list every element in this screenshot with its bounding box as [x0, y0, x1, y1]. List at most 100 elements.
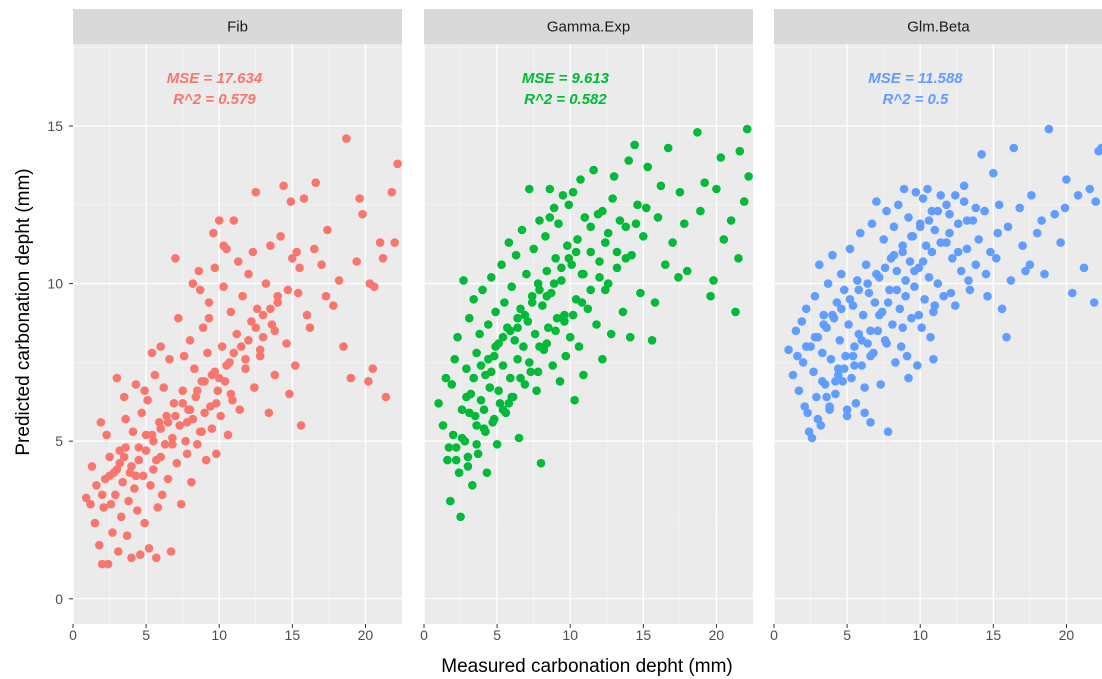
- data-point: [580, 213, 590, 222]
- data-point: [149, 465, 158, 474]
- data-point: [292, 247, 302, 257]
- data-point: [631, 219, 641, 228]
- data-point: [674, 273, 683, 282]
- data-point: [248, 247, 258, 257]
- data-point: [818, 377, 827, 386]
- data-point: [302, 310, 312, 320]
- data-point: [261, 279, 271, 288]
- data-point: [1032, 228, 1042, 238]
- data-point: [498, 361, 508, 370]
- data-point: [873, 326, 883, 336]
- data-point: [513, 323, 522, 333]
- data-point: [214, 373, 224, 383]
- data-point: [114, 547, 123, 556]
- data-point: [560, 310, 569, 320]
- data-point: [441, 373, 451, 383]
- data-point: [986, 247, 995, 257]
- data-point: [112, 373, 122, 383]
- data-point: [576, 175, 585, 184]
- data-point: [473, 449, 483, 459]
- data-point: [621, 222, 631, 232]
- data-point: [826, 354, 836, 364]
- data-point: [981, 269, 991, 279]
- data-point: [542, 266, 552, 276]
- data-point: [851, 399, 861, 408]
- data-point: [842, 405, 852, 415]
- data-point: [462, 364, 471, 374]
- data-point: [105, 471, 114, 481]
- data-point: [111, 490, 120, 500]
- data-point: [463, 462, 473, 471]
- data-point: [168, 433, 177, 443]
- data-point: [608, 194, 617, 203]
- data-point: [296, 421, 306, 430]
- data-point: [498, 332, 508, 342]
- data-point: [390, 238, 400, 247]
- data-point: [181, 436, 190, 446]
- data-point: [247, 317, 256, 326]
- data-point: [156, 424, 165, 433]
- data-point: [124, 496, 133, 506]
- x-tick-label: 15: [986, 627, 1002, 643]
- data-point: [797, 317, 807, 326]
- data-point: [175, 421, 184, 430]
- data-point: [219, 241, 228, 250]
- data-point: [1079, 263, 1089, 273]
- data-point: [185, 405, 195, 415]
- data-point: [141, 446, 151, 455]
- data-point: [217, 342, 227, 351]
- data-point: [693, 128, 702, 137]
- data-point: [310, 244, 319, 254]
- data-point: [229, 216, 239, 225]
- data-point: [1027, 191, 1036, 200]
- data-point: [639, 232, 648, 241]
- data-point: [844, 320, 853, 329]
- data-point: [291, 361, 300, 370]
- data-point: [112, 465, 122, 474]
- data-point: [169, 399, 179, 408]
- data-point: [951, 191, 960, 200]
- data-point: [929, 354, 938, 364]
- data-point: [485, 383, 495, 392]
- data-point: [203, 348, 212, 358]
- data-point: [171, 253, 180, 263]
- data-point: [311, 178, 321, 187]
- data-point: [583, 304, 593, 314]
- data-point: [506, 373, 515, 383]
- data-point: [476, 395, 486, 405]
- data-point: [212, 449, 221, 459]
- data-point: [993, 228, 1002, 238]
- data-point: [845, 244, 855, 254]
- data-point: [1073, 191, 1083, 200]
- data-point: [895, 304, 905, 314]
- data-point: [700, 178, 709, 187]
- data-point: [498, 405, 508, 415]
- x-tick-label: 10: [211, 627, 227, 643]
- panels-layer: Fib MSE = 17.634 R^2 = 0.579 Gamma.Exp MSE =…: [72, 9, 1102, 624]
- data-point: [526, 367, 535, 377]
- data-point: [530, 329, 540, 339]
- data-point: [293, 288, 303, 298]
- data-point: [541, 232, 550, 241]
- data-point: [813, 414, 823, 424]
- data-point: [980, 206, 989, 216]
- data-point: [716, 153, 726, 162]
- data-point: [163, 474, 173, 484]
- facet-strip: [73, 9, 402, 44]
- data-point: [204, 313, 214, 323]
- data-point: [194, 266, 204, 276]
- data-point: [1002, 332, 1011, 342]
- data-point: [834, 370, 843, 380]
- data-point: [96, 418, 106, 427]
- data-point: [1021, 266, 1030, 276]
- data-point: [532, 386, 541, 396]
- data-point: [468, 481, 477, 490]
- data-point: [907, 232, 916, 241]
- facet-strip: [774, 9, 1102, 44]
- data-point: [535, 285, 544, 295]
- data-point: [630, 140, 639, 150]
- data-point: [810, 291, 820, 301]
- data-point: [86, 499, 95, 509]
- data-point: [108, 528, 117, 537]
- data-point: [959, 181, 969, 191]
